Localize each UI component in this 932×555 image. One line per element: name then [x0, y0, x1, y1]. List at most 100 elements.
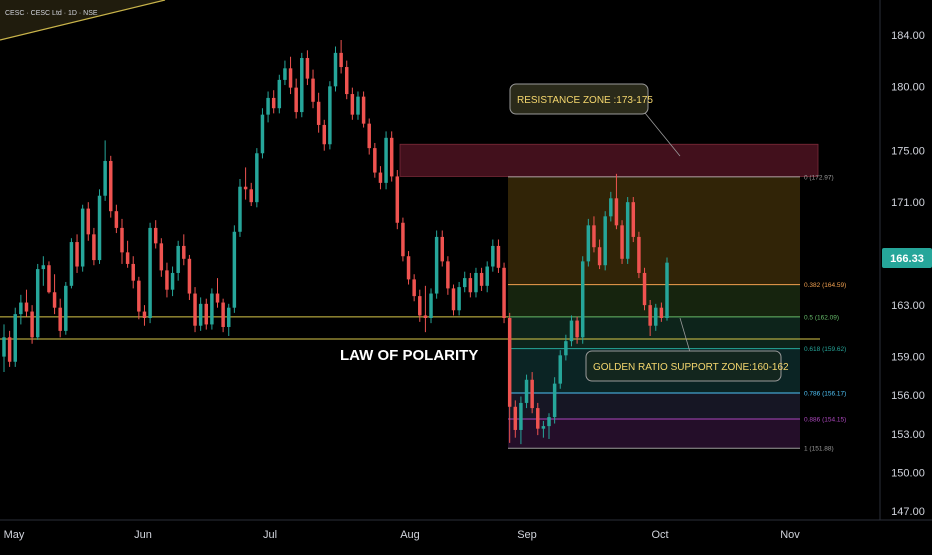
candle-body-15	[86, 208, 91, 235]
candle-body-6	[35, 269, 40, 338]
candle-body-74	[418, 296, 422, 316]
candle-body-16	[92, 234, 96, 261]
candle-body-7	[41, 265, 46, 270]
resistance-callout-text: RESISTANCE ZONE :173-175	[517, 95, 653, 106]
candle-body-77	[434, 236, 439, 294]
candle-body-11	[64, 285, 68, 331]
fib-band-5	[508, 419, 800, 449]
candle-body-38	[215, 293, 220, 303]
candle-body-73	[412, 279, 416, 297]
candle-body-107	[603, 216, 607, 266]
candle-body-94	[530, 379, 534, 409]
candle-body-72	[406, 256, 411, 280]
candle-body-109	[614, 198, 619, 226]
candle-body-97	[547, 417, 551, 427]
candle-body-41	[232, 231, 237, 308]
price-tick-9: 153.00	[891, 429, 925, 441]
candle-body-28	[159, 243, 164, 271]
candle-body-52	[294, 87, 298, 113]
candle-body-13	[75, 242, 79, 267]
symbol-header: CESC · CESC Ltd · 1D · NSE	[5, 10, 98, 17]
candle-body-49	[277, 79, 282, 109]
candle-body-23	[131, 263, 135, 281]
candle-body-98	[552, 383, 557, 418]
fib-band-2	[508, 316, 800, 349]
candle-body-96	[541, 426, 546, 429]
candle-body-95	[536, 408, 540, 429]
resistance-callout-box	[509, 83, 649, 115]
candle-body-19	[109, 160, 113, 212]
price-tick-4: 171.00	[891, 197, 925, 209]
price-tick-7: 159.00	[891, 352, 925, 364]
candle-body-92	[519, 402, 523, 430]
candle-body-79	[446, 261, 450, 289]
candle-body-101	[569, 320, 574, 342]
fib-retracement-bands	[508, 176, 800, 449]
candle-body-40	[227, 307, 231, 328]
candle-body-84	[474, 272, 478, 293]
candle-body-33	[187, 258, 192, 294]
time-tick-jul: Jul	[263, 529, 277, 541]
polarity-label: LAW OF POLARITY	[340, 347, 478, 364]
resistance-zone	[399, 143, 819, 177]
fib-label-4: 0.786 (156.17)	[804, 391, 846, 398]
support-callout: GOLDEN RATIO SUPPORT ZONE:160-162	[585, 317, 789, 382]
candle-body-81	[457, 287, 461, 311]
candle-body-56	[316, 101, 321, 125]
support-callout-pointer	[679, 317, 691, 353]
candle-body-0	[2, 337, 6, 357]
support-callout-box	[585, 350, 782, 382]
candle-body-70	[395, 176, 400, 223]
price-tick-3: 175.00	[891, 146, 925, 158]
candle-body-55	[311, 78, 315, 102]
candle-body-78	[440, 236, 444, 262]
fib-label-0: 0 (172.97)	[804, 174, 834, 181]
candle-body-43	[243, 186, 248, 190]
candle-body-88	[496, 245, 501, 268]
candle-body-60	[339, 52, 343, 68]
candle-body-83	[468, 278, 473, 293]
price-tick-8: 156.00	[891, 390, 925, 402]
candles-group	[2, 40, 669, 445]
candle-body-82	[462, 278, 467, 288]
candle-body-91	[513, 406, 518, 430]
candle-body-9	[52, 292, 57, 308]
candle-body-105	[592, 225, 596, 248]
candle-body-65	[367, 123, 371, 149]
candle-body-37	[210, 293, 214, 325]
candle-body-112	[631, 202, 636, 237]
candle-body-114	[642, 272, 647, 306]
candle-body-35	[198, 303, 203, 326]
candle-body-90	[507, 317, 512, 407]
candle-body-24	[137, 280, 141, 312]
candle-body-100	[564, 341, 568, 356]
candle-body-20	[114, 211, 119, 228]
candle-body-4	[24, 302, 29, 312]
fib-label-2: 0.5 (162.09)	[804, 314, 839, 321]
trendline	[0, 0, 166, 41]
price-tick-11: 147.00	[891, 506, 925, 518]
time-tick-jun: Jun	[134, 529, 152, 541]
candle-body-64	[361, 96, 366, 124]
candle-body-39	[221, 302, 225, 328]
candle-body-27	[153, 227, 158, 244]
candle-body-93	[524, 379, 529, 403]
candle-body-51	[288, 68, 293, 88]
candle-body-2	[13, 314, 17, 362]
candle-body-1	[7, 337, 12, 362]
candle-body-71	[401, 222, 405, 257]
candle-body-36	[204, 303, 209, 325]
price-tick-2: 180.00	[891, 81, 925, 93]
candle-body-45	[255, 153, 259, 203]
candle-body-89	[502, 267, 506, 318]
candle-body-58	[328, 86, 332, 145]
candle-body-85	[479, 272, 484, 286]
candle-body-76	[429, 293, 433, 318]
candle-body-29	[165, 270, 169, 290]
candle-body-75	[423, 315, 428, 318]
candle-body-17	[97, 195, 102, 261]
last-price-badge	[882, 248, 932, 268]
price-tick-1: 184.00	[891, 30, 925, 42]
